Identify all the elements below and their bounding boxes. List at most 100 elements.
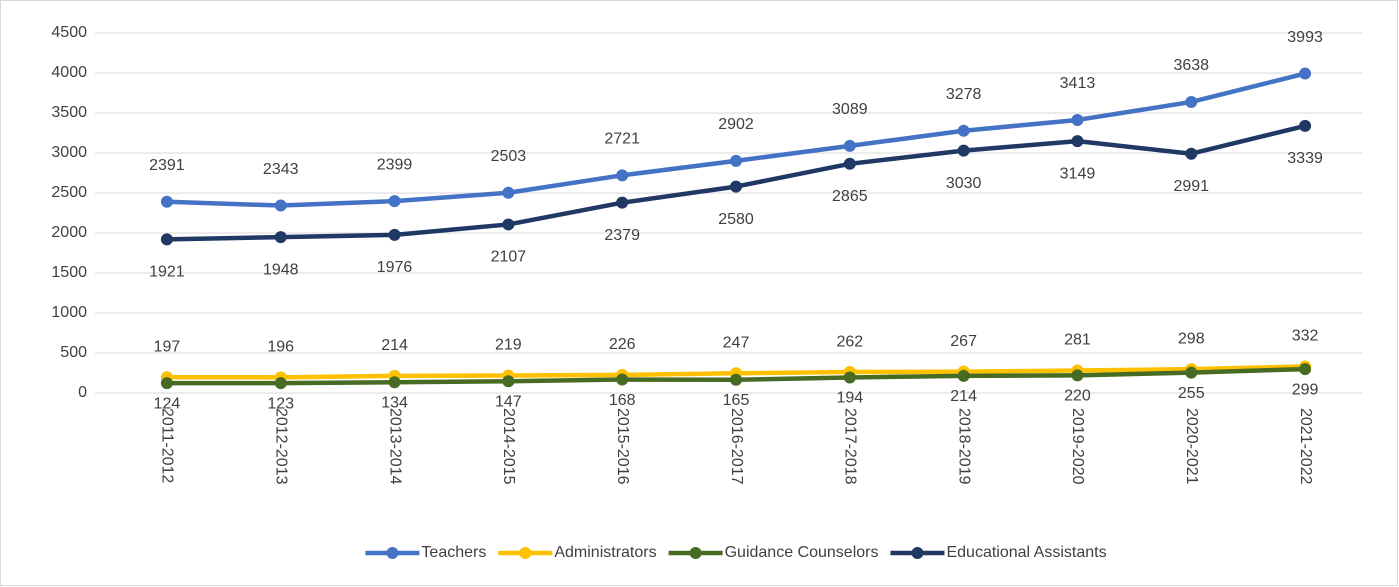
data-point [1299, 363, 1312, 376]
data-label: 1948 [263, 261, 299, 278]
x-tick-label: 2019-2020 [1069, 408, 1086, 485]
data-point [616, 169, 629, 182]
data-label: 267 [950, 333, 977, 350]
y-tick-label: 1000 [51, 304, 87, 321]
data-label: 168 [609, 392, 636, 409]
legend-marker [386, 547, 399, 559]
data-label: 134 [381, 394, 408, 411]
legend-marker [519, 547, 532, 559]
data-label: 196 [267, 339, 294, 356]
data-label: 3638 [1173, 57, 1209, 74]
data-label: 2721 [604, 131, 640, 148]
data-point [843, 139, 856, 152]
x-tick-label: 2011-2012 [159, 408, 176, 483]
y-tick-label: 2000 [51, 224, 87, 241]
data-label: 3278 [946, 86, 982, 103]
data-point [1071, 369, 1084, 382]
x-tick-label: 2016-2017 [728, 408, 745, 485]
data-label: 3089 [832, 101, 868, 118]
y-tick-label: 4500 [51, 24, 87, 41]
data-label: 299 [1292, 381, 1319, 398]
data-label: 220 [1064, 388, 1091, 405]
data-label: 3993 [1287, 29, 1323, 46]
y-tick-label: 0 [78, 384, 87, 401]
data-point [274, 231, 287, 244]
data-label: 332 [1292, 328, 1319, 345]
data-point [957, 369, 970, 382]
data-label: 123 [267, 395, 294, 412]
data-point [730, 154, 742, 167]
y-tick-label: 3500 [51, 104, 87, 121]
data-label: 2391 [149, 157, 185, 174]
data-point [274, 377, 287, 390]
data-label: 165 [723, 392, 750, 409]
data-point [730, 180, 742, 193]
data-label: 194 [836, 390, 863, 407]
data-point [843, 157, 856, 170]
data-label: 2865 [832, 188, 868, 205]
data-label: 219 [495, 337, 522, 354]
legend-marker [911, 547, 924, 559]
x-tick-label: 2013-2014 [386, 408, 403, 485]
data-point [160, 233, 173, 246]
legend-marker [689, 547, 702, 559]
data-point [274, 199, 287, 212]
x-tick-label: 2015-2016 [614, 408, 631, 485]
data-point [388, 228, 401, 241]
data-label: 281 [1064, 332, 1091, 349]
data-point [160, 195, 173, 208]
data-point [1071, 113, 1084, 126]
legend-label: Guidance Counselors [725, 544, 879, 561]
data-label: 2107 [491, 249, 527, 266]
data-point [388, 195, 401, 208]
legend-label: Administrators [554, 544, 656, 561]
legend-item: Teachers [365, 544, 486, 561]
data-point [616, 196, 629, 209]
data-point [1185, 95, 1198, 108]
data-label: 3413 [1060, 75, 1096, 92]
data-point [160, 377, 173, 390]
x-tick-label: 2018-2019 [955, 408, 972, 485]
data-label: 2902 [718, 116, 754, 133]
legend-label: Educational Assistants [946, 544, 1106, 561]
data-label: 247 [723, 334, 750, 351]
data-label: 3030 [946, 175, 982, 192]
data-point [957, 144, 970, 157]
data-point [957, 124, 970, 137]
data-point [843, 371, 856, 384]
y-tick-label: 1500 [51, 264, 87, 281]
data-label: 197 [154, 338, 181, 355]
data-point [1185, 366, 1198, 379]
data-label: 214 [950, 388, 977, 405]
data-label: 214 [381, 337, 408, 354]
data-label: 298 [1178, 330, 1205, 347]
x-tick-label: 2012-2013 [272, 408, 289, 485]
data-point [502, 375, 515, 388]
data-label: 2503 [491, 148, 527, 165]
data-point [1071, 135, 1084, 148]
data-label: 3339 [1287, 150, 1323, 167]
data-label: 262 [836, 333, 863, 350]
y-tick-label: 500 [60, 344, 87, 361]
legend-item: Administrators [498, 544, 657, 561]
data-point [1299, 67, 1312, 80]
data-label: 1921 [149, 264, 185, 281]
y-tick-label: 4000 [51, 64, 87, 81]
legend-item: Educational Assistants [890, 544, 1107, 561]
data-label: 1976 [377, 259, 413, 276]
y-tick-label: 3000 [51, 144, 87, 161]
data-point [388, 376, 401, 389]
x-tick-label: 2021-2022 [1297, 408, 1314, 485]
data-label: 255 [1178, 385, 1205, 402]
data-point [502, 186, 515, 199]
legend-item: Guidance Counselors [668, 544, 879, 561]
data-label: 2379 [604, 227, 640, 244]
x-tick-label: 2020-2021 [1183, 408, 1200, 485]
data-label: 3149 [1060, 165, 1096, 182]
data-point [616, 373, 629, 386]
data-label: 124 [154, 395, 181, 412]
data-point [1299, 119, 1312, 132]
x-tick-label: 2017-2018 [842, 408, 859, 485]
